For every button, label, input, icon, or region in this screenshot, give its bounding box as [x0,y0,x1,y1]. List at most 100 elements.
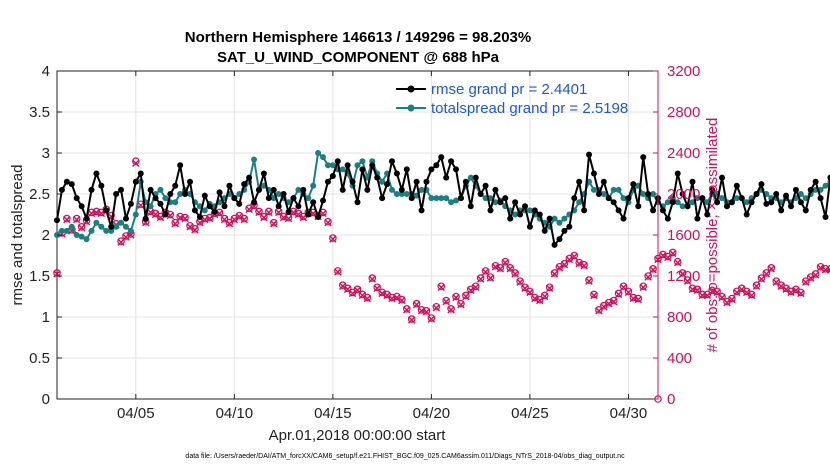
obs-possible-point [329,234,337,242]
y-left-tick-label: 0.5 [29,350,50,367]
totalspread-point [679,203,686,210]
obs-assimilated-point [358,291,367,300]
obs-possible-point [624,287,633,296]
x-tick-label: 04/15 [314,405,352,422]
x-tick-label: 04/25 [511,405,549,422]
obs-assimilated-point [334,268,342,276]
obs-possible-point [659,250,667,259]
obs-assimilated-point [683,277,692,285]
totalspread-point [275,191,282,197]
rmse-point [615,207,622,214]
obs-assimilated-point [733,288,741,297]
totalspread-point [822,182,829,189]
obs-possible-point [427,314,436,322]
rmse-point [122,215,129,222]
obs-possible-point [491,261,500,270]
x-tick-label: 04/20 [413,405,451,422]
obs-assimilated-point [289,208,298,217]
obs-possible-point [531,293,539,302]
totalspread-point [620,195,627,202]
rmse-point [659,207,666,214]
rmse-point [610,199,617,206]
y-right-tick-label: 1200 [667,268,700,285]
obs-assimilated-point [674,258,682,267]
totalspread-point [492,199,499,206]
obs-assimilated-point [659,251,667,260]
rmse-point [566,223,573,230]
totalspread-point [108,227,115,234]
obs-possible-point [668,248,677,257]
x-tick-label: 04/05 [117,405,155,422]
rmse-point [590,170,597,177]
obs-assimilated-point [77,224,86,232]
rmse-point [482,182,489,189]
rmse-point [162,211,169,218]
rmse-point [398,186,405,193]
obs-possible-point [132,157,140,166]
totalspread-point [556,219,563,226]
rmse-point [98,182,105,189]
y-right-tick-label: 1600 [667,227,700,244]
obs-possible-point [772,277,781,285]
rmse-point [329,172,336,179]
rmse-point [413,178,420,185]
obs-assimilated-point [467,286,475,295]
obs-possible-point [77,223,86,231]
rmse-point [295,203,302,210]
rmse-point [172,182,179,189]
obs-assimilated-point [319,209,327,218]
obs-assimilated-point [807,274,815,282]
obs-possible-point [501,257,510,266]
rmse-point [290,195,297,202]
y-left-tick-label: 2.5 [29,186,50,203]
rmse-point [334,158,341,165]
rmse-point [182,191,189,197]
rmse-point [472,174,479,181]
obs-assimilated-point [752,282,761,290]
totalspread-point [590,186,597,193]
obs-assimilated-point [63,215,71,224]
rmse-point [586,151,593,158]
rmse-point [157,200,164,207]
rmse-point [379,195,386,202]
totalspread-point [453,197,460,204]
obs-possible-point [767,263,776,272]
obs-assimilated-point [526,288,534,297]
rmse-point [664,215,671,222]
obs-possible-point [678,269,687,277]
rmse-point [714,199,721,206]
totalspread-point [310,182,317,189]
obs-assimilated-point [383,291,391,300]
obs-assimilated-point [422,308,431,316]
y-right-tick-label: 0 [667,391,675,408]
obs-possible-point [225,218,234,227]
obs-assimilated-point [570,252,578,261]
rmse-point [374,174,381,181]
obs-possible-point [713,287,721,296]
totalspread-point [561,215,568,222]
obs-assimilated-point [575,260,583,268]
totalspread-point [339,166,346,173]
y-right-tick-label: 2800 [667,104,700,121]
totalspread-point [393,191,400,197]
obs-assimilated-point [669,249,677,258]
obs-possible-point [432,302,441,311]
obs-assimilated-point [196,219,204,227]
obs-assimilated-point [491,263,500,271]
rmse-point [54,217,60,224]
obs-assimilated-point [614,290,623,299]
rmse-point [521,203,528,210]
totalspread-point [388,186,395,193]
obs-possible-point [442,296,450,305]
rmse-point [738,195,745,202]
rmse-point [650,207,657,214]
obs-possible-point [353,285,362,294]
obs-possible-point [683,276,692,284]
y-axis-left-label: rmse and totalspread [9,165,26,306]
obs-assimilated-point [407,316,416,324]
obs-possible-point [718,292,726,301]
rmse-point [423,178,430,185]
rmse-point [339,186,346,193]
rmse-point [768,199,775,206]
rmse-point [68,181,75,188]
